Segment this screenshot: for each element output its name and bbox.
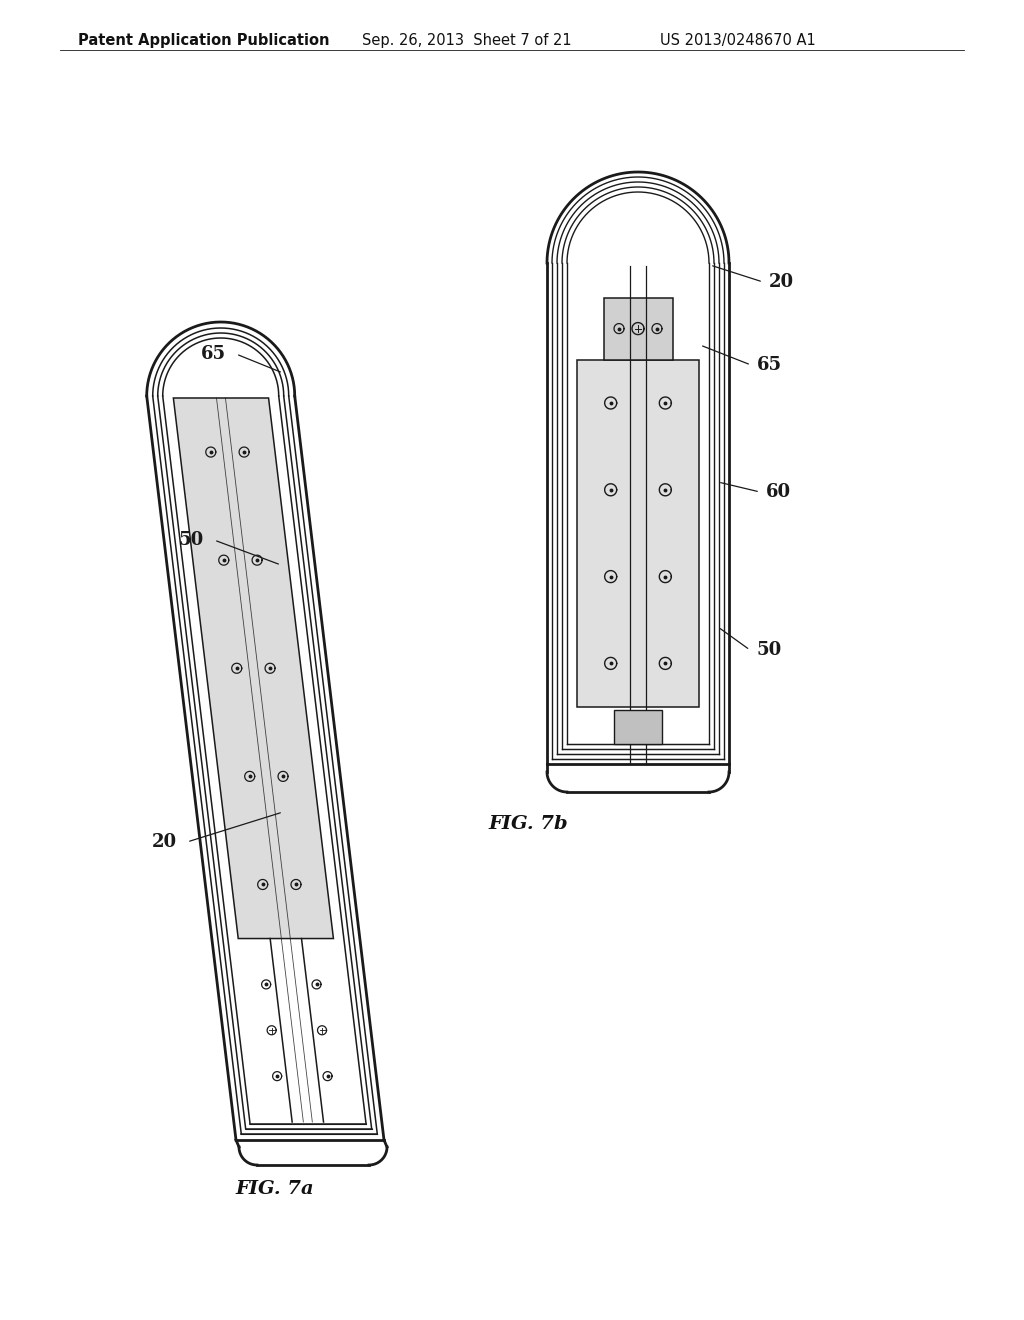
Text: 65: 65: [757, 356, 782, 374]
Text: FIG. 7b: FIG. 7b: [488, 814, 567, 833]
Bar: [603, 297, 673, 359]
Text: 50: 50: [179, 531, 204, 549]
Text: US 2013/0248670 A1: US 2013/0248670 A1: [660, 33, 816, 48]
Bar: [578, 359, 698, 706]
Text: Patent Application Publication: Patent Application Publication: [78, 33, 330, 48]
Text: 20: 20: [769, 273, 795, 290]
Text: Sep. 26, 2013  Sheet 7 of 21: Sep. 26, 2013 Sheet 7 of 21: [362, 33, 571, 48]
Text: 60: 60: [766, 483, 792, 502]
Text: 50: 50: [756, 642, 781, 659]
Text: FIG. 7a: FIG. 7a: [234, 1180, 313, 1199]
Bar: [613, 710, 663, 744]
Polygon shape: [173, 399, 334, 939]
Text: 20: 20: [152, 833, 177, 851]
Text: 65: 65: [201, 345, 226, 363]
